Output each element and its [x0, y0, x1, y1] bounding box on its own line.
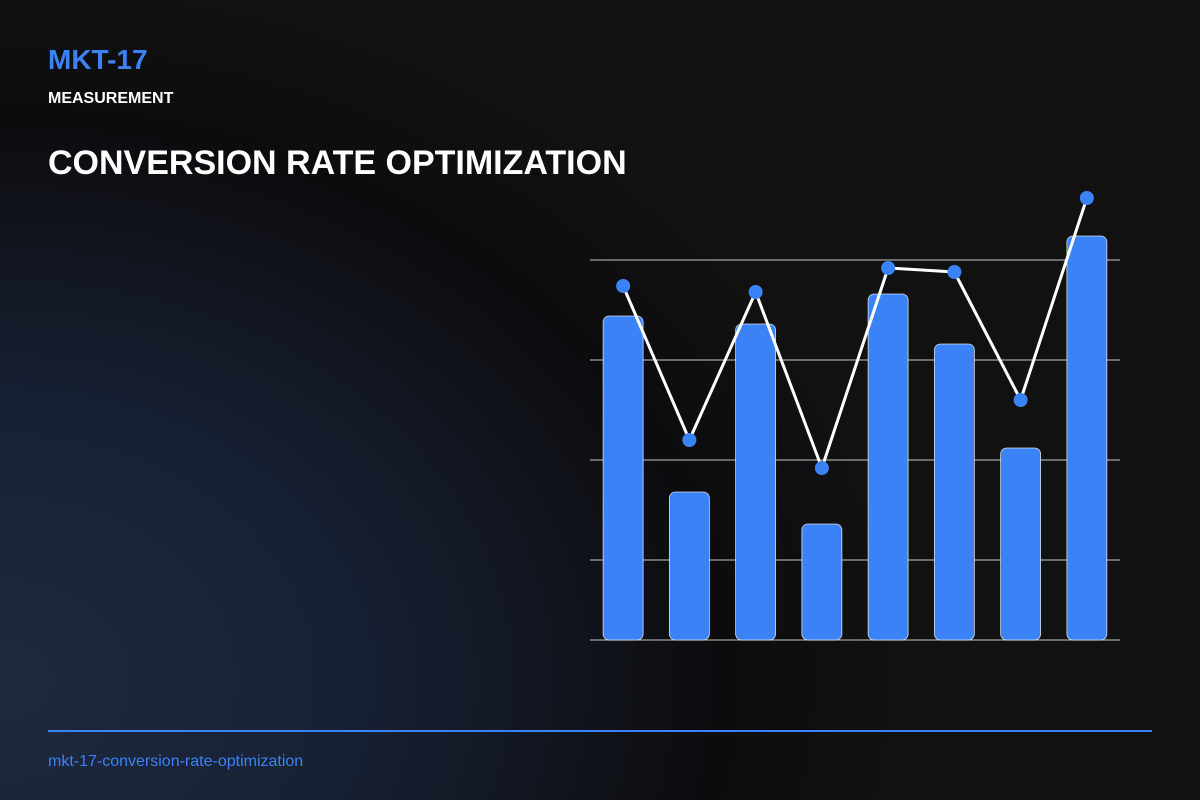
bar [801, 523, 843, 641]
bar [668, 491, 710, 641]
slide-code: MKT-17 [48, 44, 148, 75]
bar [1000, 447, 1042, 641]
slide-title: CONVERSION RATE OPTIMIZATION [48, 144, 627, 182]
bar [735, 323, 777, 641]
footer-rule [48, 730, 1152, 732]
line-point [881, 261, 896, 275]
slide-category: MEASUREMENT [48, 90, 174, 107]
line-point [616, 279, 631, 293]
line-point [1013, 393, 1028, 407]
bar [602, 315, 644, 641]
line-point [1079, 191, 1094, 205]
bar [933, 343, 975, 641]
bar [867, 293, 909, 641]
bar [1066, 235, 1108, 641]
line-point [947, 265, 962, 279]
line-point [814, 461, 829, 475]
footer-slug: mkt-17-conversion-rate-optimization [48, 753, 304, 770]
line-point [748, 285, 763, 299]
line-point [682, 433, 697, 447]
line [621, 197, 1089, 470]
